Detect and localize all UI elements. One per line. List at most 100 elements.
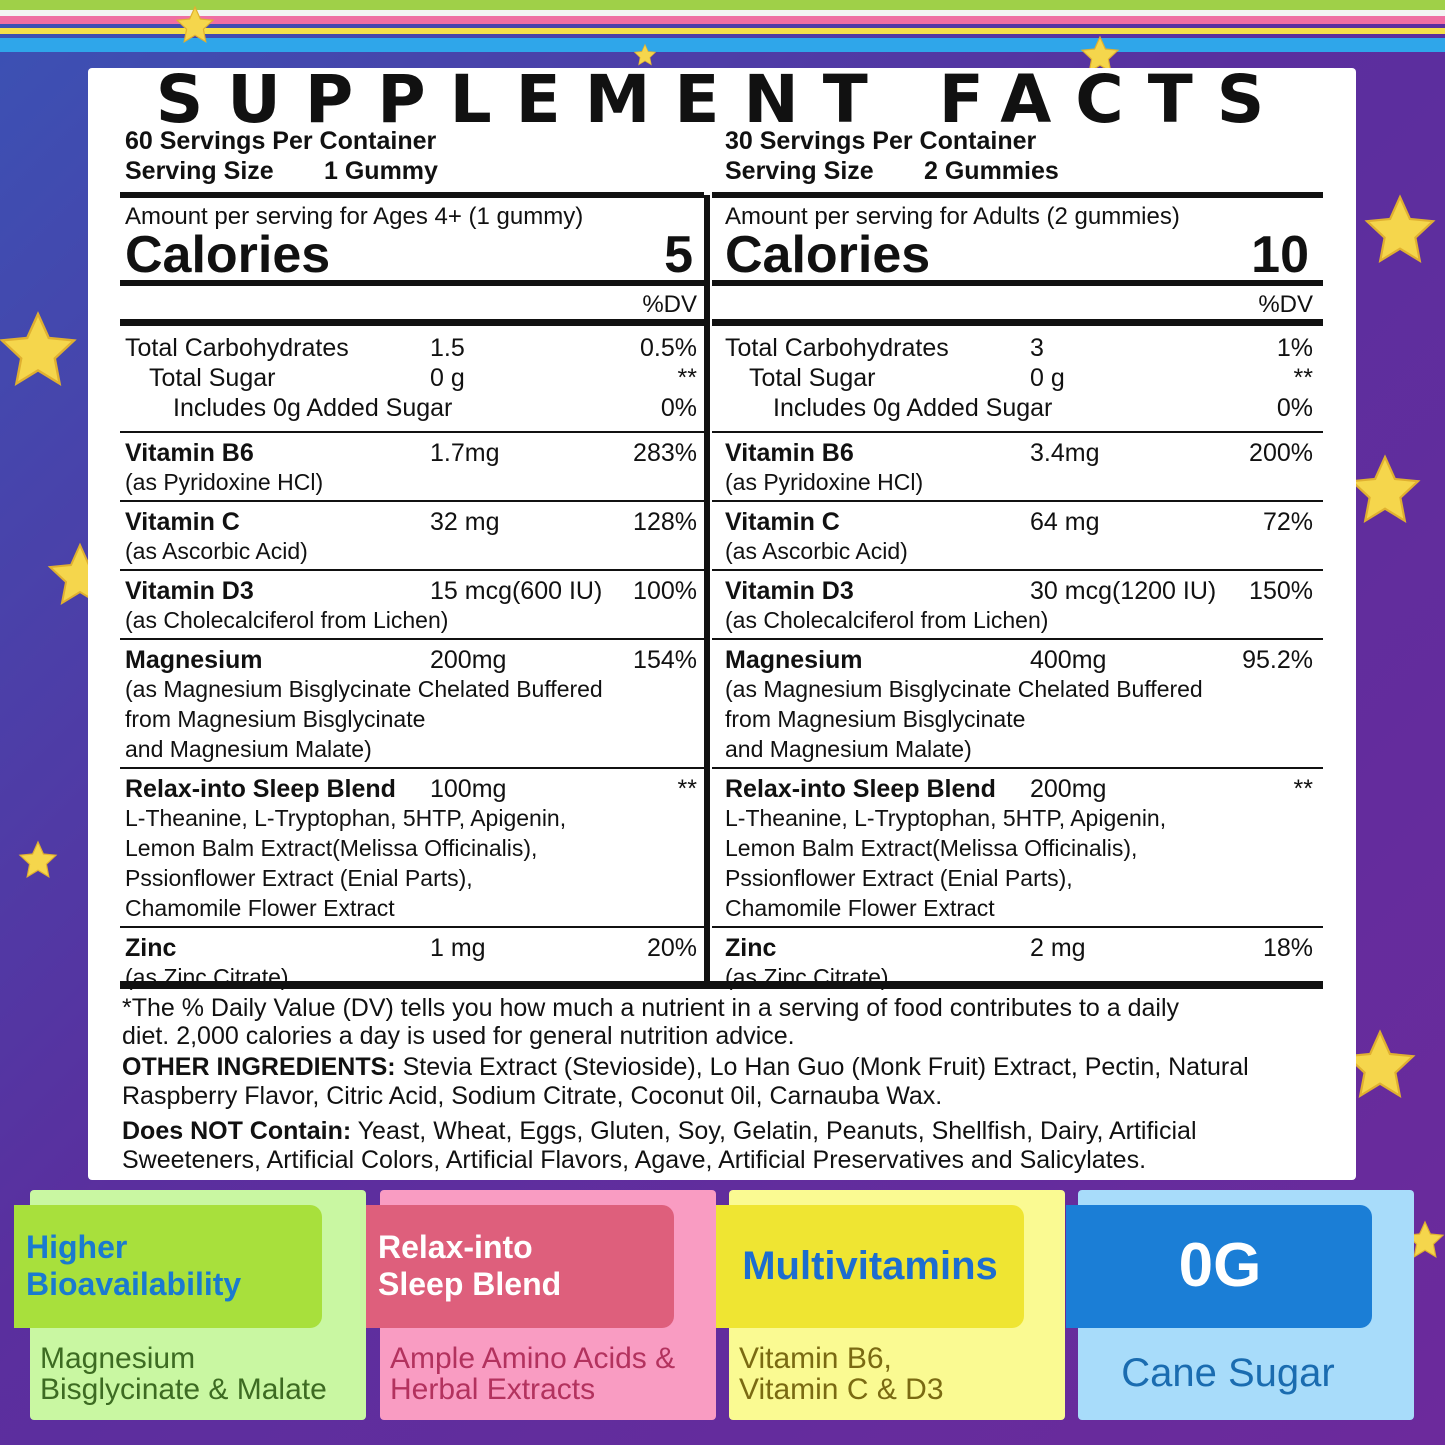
label: OTHER INGREDIENTS:	[122, 1053, 396, 1081]
nutrient-source: L-Theanine, L-Tryptophan, 5HTP, Apigenin…	[125, 805, 567, 832]
servings: 30 Servings Per Container	[725, 127, 1037, 155]
serving-size: 1 Gummy	[324, 157, 438, 185]
nutrient-name: Vitamin C	[125, 508, 240, 536]
nutrient-source: (as Magnesium Bisglycinate Chelated Buff…	[725, 676, 1203, 703]
nutrient-source: from Magnesium Bisglycinate	[125, 706, 426, 733]
badge-text: Bisglycinate & Malate	[40, 1373, 327, 1406]
badge-heading: Bioavailability	[26, 1265, 242, 1302]
footnote: *The % Daily Value (DV) tells you how mu…	[122, 994, 1180, 1022]
badge-heading: Sleep Blend	[378, 1265, 562, 1302]
calories-value: 5	[664, 225, 693, 284]
rule	[120, 981, 1323, 989]
badge-heading: Multivitamins	[742, 1244, 998, 1288]
stripe	[0, 28, 1445, 34]
carb-dv: 0%	[1276, 394, 1313, 422]
nutrient-source: Lemon Balm Extract(Melissa Officinalis),	[725, 835, 1138, 862]
calories-label: Calories	[725, 225, 931, 284]
stripe	[0, 0, 1445, 10]
nutrient-source: Lemon Balm Extract(Melissa Officinalis),	[125, 835, 538, 862]
nutrient-amount: 30 mcg(1200 IU)	[1030, 577, 1217, 605]
carb-amount: 0 g	[430, 364, 465, 392]
nutrient-amount: 3.4mg	[1030, 439, 1100, 467]
nutrient-source: from Magnesium Bisglycinate	[725, 706, 1026, 733]
badge-heading: Relax-into	[378, 1228, 533, 1265]
nutrient-dv: **	[1293, 775, 1313, 803]
rule	[712, 500, 1323, 502]
badge-text: Vitamin C & D3	[739, 1373, 944, 1406]
serving-size-label: Serving Size	[725, 157, 874, 185]
nutrient-source: and Magnesium Malate)	[125, 736, 372, 763]
nutrient-amount: 100mg	[430, 775, 507, 803]
amount-per-serving: Amount per serving for Ages 4+ (1 gummy)	[125, 202, 584, 230]
carb-amount: 1.5	[430, 334, 465, 362]
carb-name: Total Sugar	[749, 364, 876, 392]
rule	[712, 280, 1323, 286]
nutrient-amount: 1 mg	[430, 934, 486, 962]
stripe	[0, 16, 1445, 24]
nutrient-source: Pssionflower Extract (Enial Parts),	[725, 865, 1073, 892]
badge-heading: Higher	[26, 1228, 128, 1265]
carb-dv: 0%	[660, 394, 697, 422]
text: Stevia Extract (Stevioside), Lo Han Guo …	[122, 1053, 1249, 1110]
nutrient-name: Vitamin B6	[125, 439, 254, 467]
nutrient-dv: 100%	[633, 577, 697, 605]
badge-text: Cane Sugar	[1121, 1351, 1335, 1395]
rule	[120, 638, 704, 640]
nutrient-amount: 15 mcg(600 IU)	[430, 577, 603, 605]
carb-amount: 3	[1030, 334, 1044, 362]
label: Does NOT Contain:	[122, 1117, 352, 1145]
nutrient-amount: 2 mg	[1030, 934, 1086, 962]
nutrient-amount: 32 mg	[430, 508, 500, 536]
nutrient-source: (as Magnesium Bisglycinate Chelated Buff…	[125, 676, 603, 703]
nutrient-amount: 200mg	[1030, 775, 1107, 803]
rule	[120, 318, 704, 326]
rule	[712, 569, 1323, 571]
badge-tag	[716, 1205, 1024, 1328]
carb-name: Includes 0g Added Sugar	[173, 394, 453, 422]
dv-header: %DV	[642, 290, 697, 318]
nutrient-name: Vitamin B6	[725, 439, 854, 467]
nutrient-dv: **	[677, 775, 697, 803]
nutrient-name: Relax-into Sleep Blend	[725, 775, 996, 803]
rule	[712, 318, 1323, 326]
nutrient-source: (as Pyridoxine HCl)	[125, 469, 324, 496]
badge-text: Magnesium	[40, 1342, 196, 1375]
nutrient-source: (as Cholecalciferol from Lichen)	[125, 607, 449, 634]
carb-dv: **	[1293, 364, 1313, 392]
nutrient-name: Magnesium	[725, 646, 863, 674]
badge-tag	[1066, 1205, 1372, 1328]
dv-header: %DV	[1258, 290, 1313, 318]
rule	[120, 569, 704, 571]
badge-tag	[14, 1205, 322, 1328]
carb-dv: **	[677, 364, 697, 392]
nutrient-dv: 18%	[1262, 934, 1313, 962]
rule	[120, 767, 704, 769]
carb-name: Includes 0g Added Sugar	[773, 394, 1053, 422]
amount-per-serving: Amount per serving for Adults (2 gummies…	[725, 202, 1180, 230]
rule	[120, 926, 704, 928]
badge-text: Ample Amino Acids &	[390, 1342, 676, 1375]
nutrient-source: and Magnesium Malate)	[725, 736, 972, 763]
carb-name: Total Sugar	[149, 364, 276, 392]
nutrient-name: Vitamin C	[725, 508, 840, 536]
nutrient-amount: 64 mg	[1030, 508, 1100, 536]
nutrient-dv: 150%	[1249, 577, 1313, 605]
footnote: diet. 2,000 calories a day is used for g…	[122, 1022, 795, 1050]
nutrient-source: (as Ascorbic Acid)	[125, 538, 308, 565]
rule	[120, 500, 704, 502]
nutrient-name: Vitamin D3	[125, 577, 254, 605]
nutrient-name: Magnesium	[125, 646, 263, 674]
nutrient-source: Pssionflower Extract (Enial Parts),	[125, 865, 473, 892]
ingredients-paragraph: OTHER INGREDIENTS: Stevia Extract (Stevi…	[122, 1053, 1332, 1111]
serving-size-label: Serving Size	[125, 157, 274, 185]
nutrient-source: (as Ascorbic Acid)	[725, 538, 908, 565]
nutrient-name: Vitamin D3	[725, 577, 854, 605]
rule	[120, 431, 704, 433]
badge-text: Herbal Extracts	[390, 1373, 596, 1406]
facts-panel	[88, 68, 1356, 1180]
rule	[712, 431, 1323, 433]
nutrient-dv: 72%	[1262, 508, 1313, 536]
rule	[712, 638, 1323, 640]
rule	[712, 192, 1323, 198]
